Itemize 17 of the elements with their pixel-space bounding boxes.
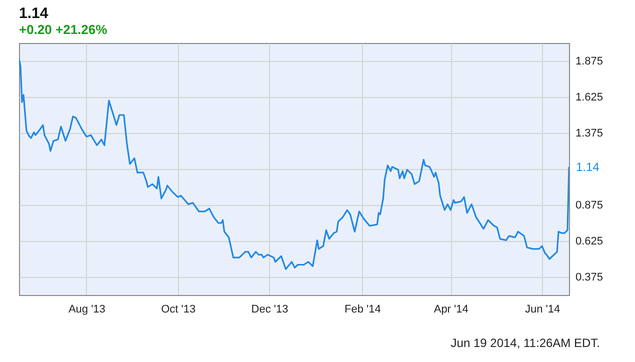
- x-tick-label: Feb '14: [344, 304, 381, 316]
- y-tick-label: 0.875: [576, 200, 604, 212]
- text: Jun 19 2014, 11:26AM EDT.: [450, 336, 600, 350]
- annotation: 1.14: [576, 160, 600, 174]
- chart-title: 1.14: [19, 5, 49, 22]
- y-tick-label: 0.375: [576, 272, 604, 284]
- y-tick-label: 1.875: [576, 56, 604, 68]
- y-tick-label: 1.375: [576, 128, 604, 140]
- x-tick-label: Jun '14: [524, 304, 560, 316]
- line-series: [19, 58, 569, 270]
- x-tick-label: Oct '13: [161, 304, 196, 316]
- x-tick-label: Aug '13: [68, 304, 106, 316]
- x-tick-label: Dec '13: [251, 304, 288, 316]
- x-tick-label: Apr '14: [434, 304, 468, 316]
- y-tick-label: 0.625: [576, 236, 604, 248]
- y-tick-label: 1.625: [576, 92, 604, 104]
- chart-subtitle: +0.20 +21.26%: [19, 22, 108, 37]
